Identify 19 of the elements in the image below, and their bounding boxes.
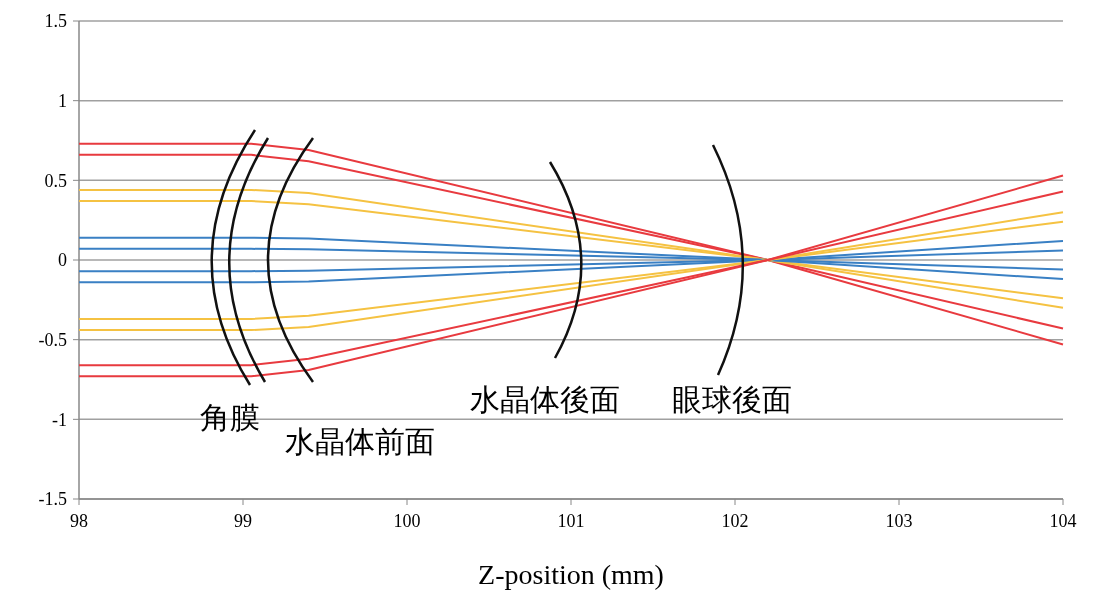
y-tick-label: 1.5 xyxy=(44,11,67,32)
x-tick-label: 99 xyxy=(234,511,252,531)
annotation: 角膜 xyxy=(200,401,260,434)
annotation: 水晶体後面 xyxy=(470,383,620,416)
x-tick-label: 101 xyxy=(557,511,585,531)
y-tick-label: 1 xyxy=(58,90,67,111)
x-tick-label: 102 xyxy=(721,511,749,531)
y-tick-label: 0.5 xyxy=(44,170,67,191)
y-tick-label: -1 xyxy=(52,409,67,430)
x-tick-label: 104 xyxy=(1049,511,1077,531)
x-axis-title: Z-position (mm) xyxy=(478,559,664,590)
x-tick-label: 103 xyxy=(885,511,913,531)
annotation: 眼球後面 xyxy=(672,383,792,416)
y-tick-label: 0 xyxy=(58,250,67,271)
x-tick-label: 100 xyxy=(393,511,421,531)
annotation: 水晶体前面 xyxy=(285,425,435,458)
x-tick-label: 98 xyxy=(70,511,88,531)
y-tick-label: -1.5 xyxy=(38,489,67,510)
y-tick-label: -0.5 xyxy=(38,329,67,350)
